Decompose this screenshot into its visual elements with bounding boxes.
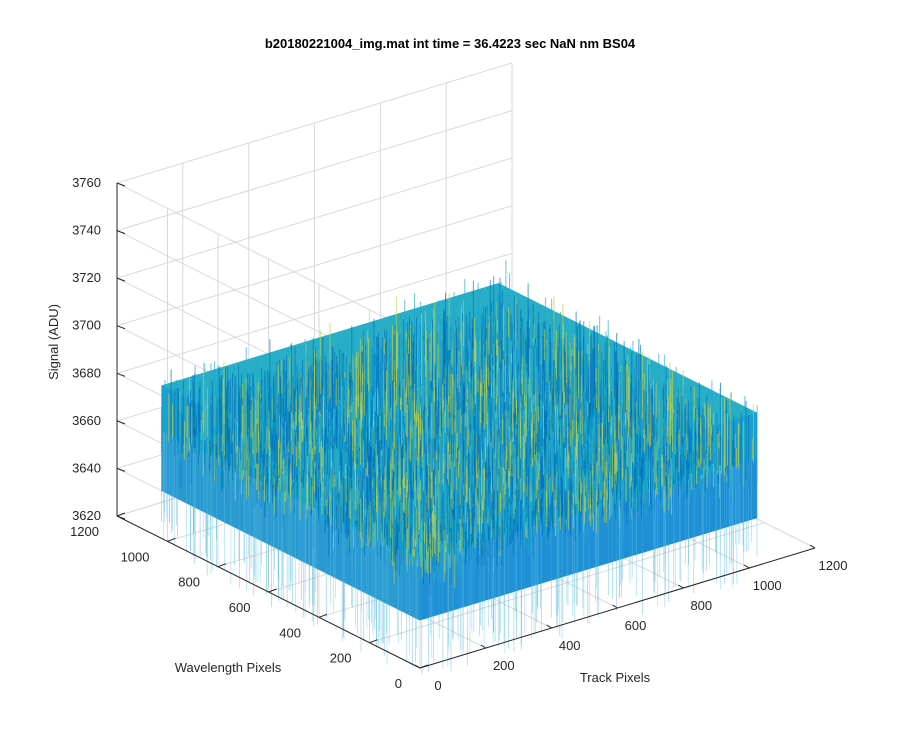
grid-line — [116, 205, 513, 327]
surface-plot — [160, 260, 758, 675]
grid-line — [116, 62, 513, 184]
grid-line — [116, 182, 421, 336]
grid-line — [116, 252, 513, 374]
chart-title: b20180221004_img.mat int time = 36.4223 … — [265, 36, 636, 51]
grid-line — [116, 157, 513, 279]
grid-line — [116, 110, 513, 232]
